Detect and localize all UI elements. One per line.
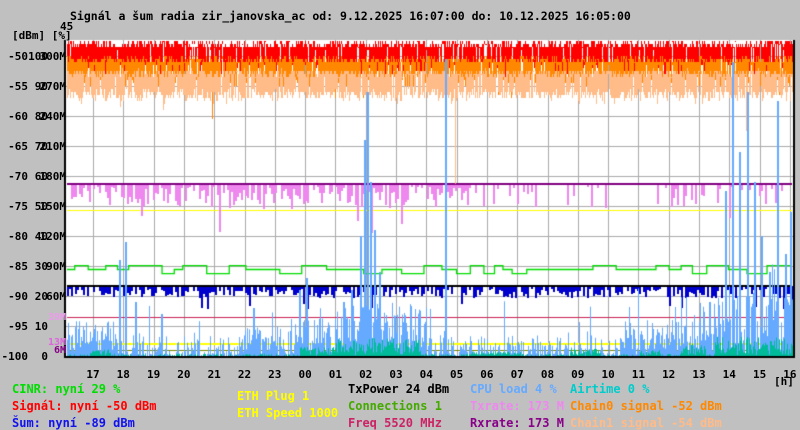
y-tick-pct-90: 90 (34, 80, 48, 93)
y-tick-rate-150M: 150M (39, 200, 67, 213)
x-tick-hour-17: 17 (86, 368, 100, 381)
x-tick-hour-19: 19 (146, 368, 161, 381)
y-tick-dbm--65: -65 (8, 140, 28, 153)
x-tick-hour-10: 10 (601, 368, 615, 381)
y-tick-dbm--95: -95 (8, 320, 28, 333)
x-tick-hour-18: 18 (116, 368, 130, 381)
legend-cinr: CINR: nyní 29 % (12, 382, 121, 396)
x-tick-hour-22: 22 (237, 368, 252, 381)
legend-connections: Connections 1 (348, 399, 442, 413)
y-tick-rate-90M: 90M (46, 260, 66, 273)
y-tick-dbm--80: -80 (8, 230, 28, 243)
y-tick-pct-10: 10 (34, 320, 48, 333)
y-tick-rate-300M: 300M (39, 50, 67, 63)
y-axis-top-label: 45 (60, 20, 74, 33)
y-tick-dbm--85: -85 (8, 260, 28, 273)
y-tick-marker-6m: 6M (53, 345, 66, 356)
y-tick-marker-39m: 39M (47, 312, 66, 323)
x-tick-hour-06: 06 (480, 368, 494, 381)
legend-airtime: Airtime 0 % (570, 382, 650, 396)
y-tick-dbm--90: -90 (8, 290, 28, 303)
legend-cpu-load: CPU load 4 % (470, 382, 557, 396)
y-tick-rate-240M: 240M (39, 110, 67, 123)
x-tick-hour-11: 11 (631, 368, 646, 381)
x-tick-hour-12: 12 (662, 368, 676, 381)
y-tick-pct-50: 50 (34, 200, 48, 213)
x-tick-hour-01: 01 (328, 368, 343, 381)
legend-freq: Freq 5520 MHz (348, 416, 442, 430)
x-tick-hour-23: 23 (268, 368, 282, 381)
y-tick-pct-40: 40 (34, 230, 48, 243)
legend-signal: Signál: nyní -50 dBm (12, 399, 157, 413)
legend-chain0-signal: Chain0 signal -52 dBm (570, 399, 722, 413)
x-tick-hour-08: 08 (540, 368, 555, 381)
legend-rxrate: Rxrate: 173 M (470, 416, 564, 430)
y-tick-pct-60: 60 (34, 170, 48, 183)
chart-title: Signál a šum radia zir_janovska_ac od: 9… (70, 9, 631, 23)
y-tick-rate-120M: 120M (39, 230, 67, 243)
y-tick-pct-80: 80 (34, 110, 48, 123)
y-tick-dbm--75: -75 (8, 200, 28, 213)
y-tick-marker-13m: 13M (47, 337, 66, 348)
y-tick-dbm--60: -60 (8, 110, 28, 123)
x-tick-hour-15: 15 (752, 368, 767, 381)
y-tick-rate-270M: 270M (39, 80, 67, 93)
x-tick-hour-09: 09 (571, 368, 585, 381)
y-tick-pct-70: 70 (34, 140, 48, 153)
y-tick-rate-210M: 210M (39, 140, 67, 153)
y-tick-dbm--55: -55 (8, 80, 28, 93)
y-tick-dbm--100: -100 (1, 350, 29, 363)
x-tick-hour-21: 21 (207, 368, 221, 381)
x-tick-hour-05: 05 (449, 368, 464, 381)
legend-eth-plug: ETH Plug 1 (237, 389, 310, 403)
y-tick-pct-0: 0 (41, 350, 48, 363)
y-axis-units: [dBm] [%] (12, 29, 72, 42)
x-axis-unit: [h] (774, 375, 794, 388)
x-tick-hour-13: 13 (692, 368, 706, 381)
x-tick-hour-20: 20 (177, 368, 191, 381)
y-tick-pct-20: 20 (34, 290, 48, 303)
legend-txpower: TxPower 24 dBm (348, 382, 450, 396)
x-tick-hour-02: 02 (359, 368, 373, 381)
x-tick-hour-00: 00 (298, 368, 312, 381)
x-tick-hour-16: 16 (783, 368, 797, 381)
legend-noise: Šum: nyní -89 dBm (12, 416, 135, 430)
legend-eth-speed: ETH Speed 1000 (237, 406, 339, 420)
y-tick-rate-180M: 180M (39, 170, 67, 183)
y-tick-dbm--70: -70 (8, 170, 28, 183)
y-tick-dbm--50: -50 (8, 50, 28, 63)
x-tick-hour-03: 03 (389, 368, 403, 381)
y-tick-pct-30: 30 (34, 260, 48, 273)
x-tick-hour-14: 14 (722, 368, 736, 381)
legend-txrate: Txrate: 173 M (470, 399, 564, 413)
legend-chain1-signal: Chain1 signal -54 dBm (570, 416, 722, 430)
x-tick-hour-07: 07 (510, 368, 524, 381)
x-tick-hour-04: 04 (419, 368, 433, 381)
y-tick-rate-60M: 60M (46, 290, 66, 303)
y-tick-pct-100: 100 (28, 50, 48, 63)
